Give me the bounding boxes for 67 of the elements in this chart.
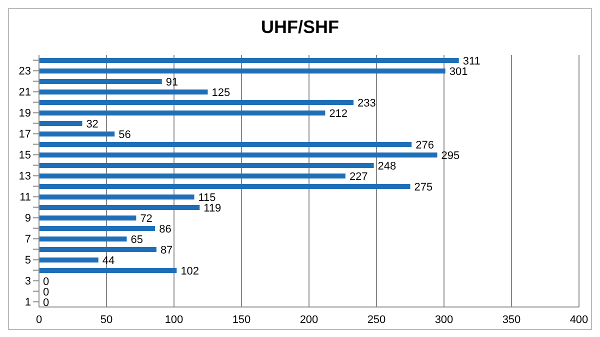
bar (39, 194, 194, 200)
data-label: 227 (349, 170, 368, 183)
bar (39, 132, 115, 136)
data-label: 72 (140, 212, 152, 225)
bar (39, 100, 354, 105)
data-label: 311 (462, 55, 480, 68)
data-label: 0 (43, 296, 50, 309)
data-label: 0 (43, 276, 50, 288)
y-tick-label: 17 (18, 128, 31, 141)
bar (39, 58, 459, 63)
x-tick-label: 350 (502, 314, 521, 326)
data-label: 86 (159, 223, 172, 236)
data-label: 248 (378, 160, 396, 172)
bar (39, 163, 374, 168)
x-tick-label: 150 (232, 314, 251, 326)
data-label: 275 (414, 181, 433, 194)
data-label: 44 (102, 254, 115, 267)
data-label: 102 (180, 265, 200, 278)
bar (39, 205, 200, 210)
bar (39, 247, 156, 252)
data-label: 115 (198, 192, 216, 204)
data-label: 0 (43, 286, 50, 298)
bar (39, 152, 438, 158)
data-label: 119 (204, 202, 222, 214)
data-label: 301 (449, 66, 468, 78)
bar (39, 68, 446, 74)
data-label: 56 (118, 128, 131, 141)
bar (39, 174, 346, 178)
y-tick-label: 15 (18, 150, 31, 162)
bar (39, 110, 326, 116)
bar (39, 268, 177, 273)
x-tick-label: 250 (367, 314, 386, 326)
data-label: 295 (441, 150, 460, 162)
data-label: 65 (130, 234, 143, 246)
data-label: 32 (86, 118, 98, 130)
bar (39, 79, 162, 84)
bar (39, 216, 136, 220)
x-tick-label: 0 (36, 314, 42, 326)
y-tick-label: 11 (20, 192, 31, 204)
x-tick-label: 50 (100, 314, 113, 326)
data-label: 87 (160, 244, 173, 256)
bar (39, 142, 412, 147)
data-label: 125 (212, 86, 230, 99)
x-tick-label: 400 (570, 314, 588, 326)
chart-title: UHF/SHF (260, 16, 340, 39)
y-tick-label: 21 (18, 86, 31, 99)
y-tick-label: 7 (24, 234, 31, 246)
y-tick-label: 9 (24, 212, 31, 225)
data-label: 91 (166, 76, 178, 88)
y-tick-label: 19 (18, 108, 31, 120)
data-label: 212 (329, 108, 348, 120)
bar (39, 258, 98, 262)
y-tick-label: 23 (18, 66, 31, 78)
bar (39, 226, 156, 231)
y-tick-label: 3 (24, 276, 31, 288)
bar (39, 236, 127, 242)
x-tick-label: 200 (300, 314, 318, 326)
bar (39, 184, 410, 189)
bar (39, 121, 82, 126)
data-label: 233 (358, 97, 376, 110)
y-tick-label: 5 (24, 254, 31, 267)
x-tick-label: 300 (434, 314, 454, 326)
data-label: 276 (416, 139, 434, 152)
y-tick-label: 13 (18, 170, 31, 183)
x-tick-label: 100 (164, 314, 184, 326)
y-tick-label: 1 (24, 296, 31, 309)
bar (39, 90, 208, 94)
